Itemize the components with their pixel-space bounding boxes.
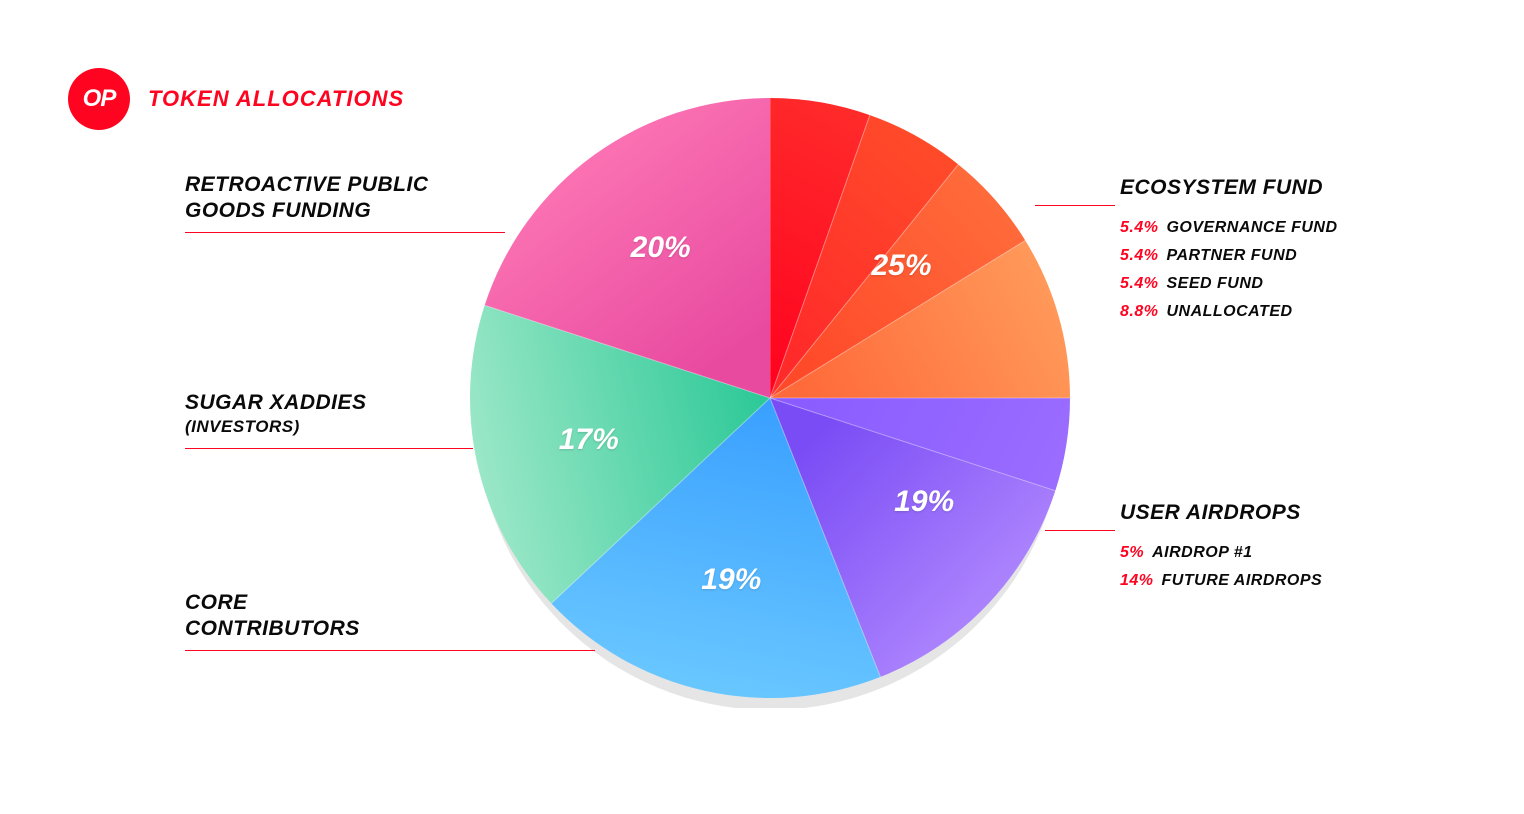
connector-core [185,650,595,651]
connector-ecosystem [1035,205,1115,206]
legend-sub-item: 8.8%UNALLOCATED [1120,303,1338,321]
legend-ecosystem-title: ECOSYSTEM FUND [1120,175,1338,201]
slice-pct-sugar: 17% [559,423,619,457]
legend-sub-item: 5.4%SEED FUND [1120,275,1338,293]
legend-ecosystem-sublist: 5.4%GOVERNANCE FUND 5.4%PARTNER FUND 5.4%S… [1120,219,1338,321]
chart-title: TOKEN ALLOCATIONS [148,86,404,112]
slice-pct-airdrops: 19% [894,485,954,519]
legend-sugar-line1: SUGAR XADDIES [185,390,367,416]
legend-sub-item: 5.4%GOVERNANCE FUND [1120,219,1338,237]
legend-sugar-line2: (INVESTORS) [185,416,367,437]
op-badge: OP [68,68,130,130]
slice-pct-rpgf: 20% [631,231,691,265]
slice-pct-core: 19% [701,563,761,597]
legend-core-line2: CONTRIBUTORS [185,616,360,642]
legend-sub-item: 5.4%PARTNER FUND [1120,247,1338,265]
legend-rpgf-line2: GOODS FUNDING [185,198,429,224]
legend-sub-item: 14%FUTURE AIRDROPS [1120,572,1322,590]
connector-airdrops [1045,530,1115,531]
legend-rpgf-line1: RETROACTIVE PUBLIC [185,172,429,198]
legend-sub-item: 5%AIRDROP #1 [1120,544,1322,562]
legend-airdrops: USER AIRDROPS 5%AIRDROP #1 14%FUTURE AIRD… [1120,500,1322,590]
connector-sugar [185,448,473,449]
slice-pct-ecosystem: 25% [871,249,931,283]
legend-sugar: SUGAR XADDIES (INVESTORS) [185,390,367,438]
chart-header: OP TOKEN ALLOCATIONS [68,68,404,130]
legend-airdrops-title: USER AIRDROPS [1120,500,1322,526]
legend-core: CORE CONTRIBUTORS [185,590,360,643]
legend-airdrops-sublist: 5%AIRDROP #1 14%FUTURE AIRDROPS [1120,544,1322,590]
pie-chart [460,88,1080,708]
legend-core-line1: CORE [185,590,360,616]
legend-rpgf: RETROACTIVE PUBLIC GOODS FUNDING [185,172,429,225]
legend-ecosystem: ECOSYSTEM FUND 5.4%GOVERNANCE FUND 5.4%PA… [1120,175,1338,321]
connector-rpgf [185,232,505,233]
